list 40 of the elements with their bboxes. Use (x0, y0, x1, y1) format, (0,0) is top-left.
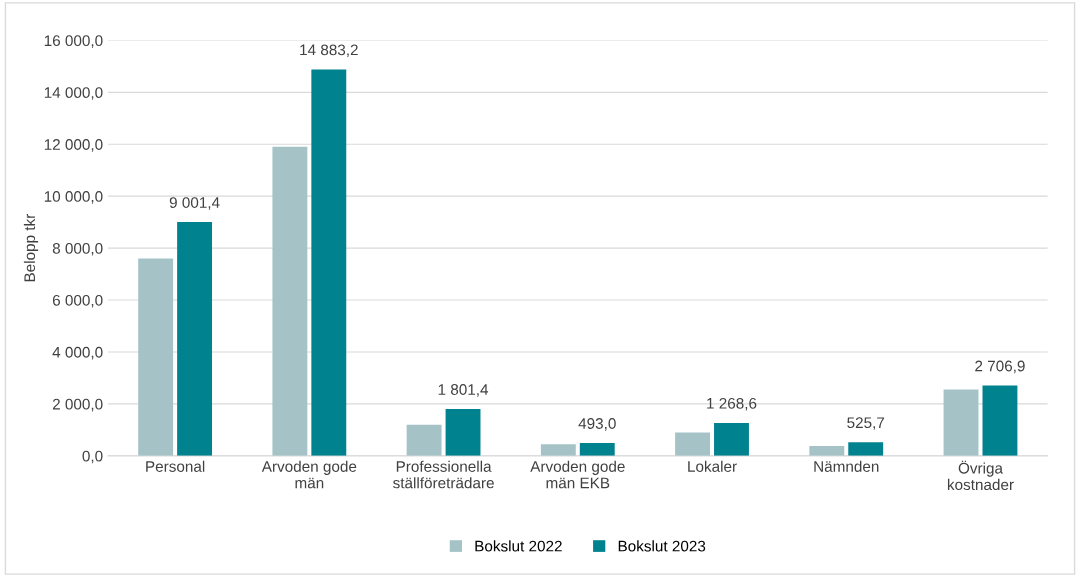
y-tick-label: 6 000,0 (52, 294, 103, 308)
data-label: 14 883,2 (300, 44, 358, 58)
bar (272, 146, 308, 456)
x-tick-label: Övriga kostnader (947, 460, 1014, 491)
bar (943, 389, 979, 456)
bar (540, 444, 576, 456)
bar (406, 424, 442, 456)
data-label: 9 001,4 (169, 197, 220, 210)
data-label: 493,0 (578, 418, 616, 431)
x-tick-label: Personal (146, 460, 205, 472)
data-label: 2 706,9 (975, 360, 1025, 374)
bar (809, 445, 845, 456)
bar (177, 222, 213, 456)
data-label: 1 801,4 (438, 384, 489, 397)
bar (675, 432, 711, 456)
y-tick-label: 0,0 (82, 450, 103, 464)
y-tick-label: 4 000,0 (52, 346, 103, 360)
x-tick-label: Lokaler (688, 460, 737, 472)
data-label: 525,7 (847, 417, 885, 430)
legend-label: Bokslut 2023 (618, 540, 706, 552)
y-axis-title: Belopp tkr (23, 213, 39, 282)
y-tick-label: 16 000,0 (44, 35, 103, 48)
bar (714, 422, 749, 456)
bar (579, 443, 615, 456)
legend-label: Bokslut 2022 (475, 540, 562, 552)
bar (848, 442, 884, 456)
x-tick-label: Arvoden gode män EKB (530, 460, 625, 489)
bar (311, 69, 347, 456)
x-tick-label: Arvoden gode män (261, 460, 357, 489)
x-tick-label: Professionella ställföreträdare (393, 460, 494, 489)
bar (445, 409, 481, 456)
bar (982, 385, 1018, 456)
y-tick-label: 14 000,0 (44, 87, 103, 100)
y-tick-label: 8 000,0 (52, 242, 103, 256)
y-tick-label: 12 000,0 (44, 139, 103, 152)
y-tick-label: 2 000,0 (52, 398, 103, 412)
x-tick-label: Nämnden (814, 460, 879, 472)
y-tick-label: 10 000,0 (44, 191, 103, 204)
bar (138, 258, 174, 456)
data-label: 1 268,6 (707, 397, 757, 411)
